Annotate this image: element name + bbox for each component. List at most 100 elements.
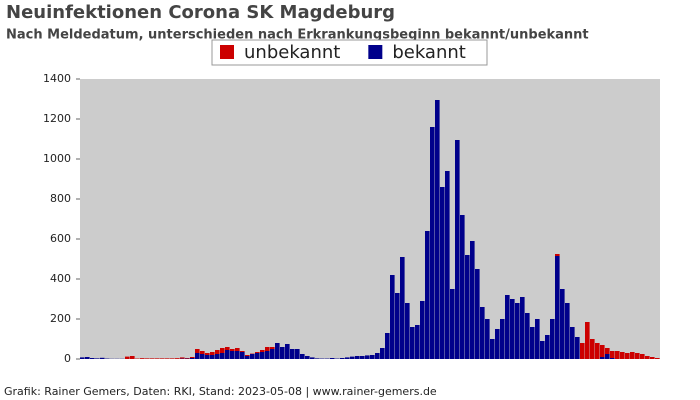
bar (630, 352, 635, 359)
bar (190, 358, 195, 359)
bar (210, 355, 215, 359)
bar (645, 356, 650, 359)
bar (360, 356, 365, 359)
bar (285, 344, 290, 359)
bar (225, 347, 230, 350)
bar (410, 327, 415, 359)
bar (635, 353, 640, 359)
bar (270, 349, 275, 359)
bar (625, 353, 630, 359)
bar (445, 171, 450, 359)
bar (595, 343, 600, 359)
y-tick-label: 800 (50, 192, 71, 205)
y-tick-label: 1400 (43, 72, 71, 85)
bar (180, 357, 185, 359)
bar (225, 350, 230, 359)
bar (570, 327, 575, 359)
bar (260, 352, 265, 359)
bar (175, 358, 180, 359)
bar (610, 358, 615, 359)
bar (420, 301, 425, 359)
bar (125, 356, 130, 359)
y-tick-label: 600 (50, 232, 71, 245)
legend-swatch (368, 45, 383, 59)
bar (615, 351, 620, 359)
bar (345, 357, 350, 359)
bar (510, 299, 515, 359)
bar (470, 241, 475, 359)
bar (190, 357, 195, 358)
bar (580, 343, 585, 359)
bar (605, 348, 610, 354)
legend-label: unbekannt (244, 42, 340, 63)
footer: Grafik: Rainer Gemers, Daten: RKI, Stand… (4, 385, 437, 398)
bar (590, 339, 595, 359)
y-tick-label: 0 (64, 352, 71, 365)
bar (100, 357, 105, 359)
legend (211, 39, 488, 66)
bar (160, 358, 165, 359)
bar (95, 358, 100, 359)
bar (330, 358, 335, 359)
bar (85, 357, 90, 359)
bar (650, 357, 655, 359)
bar (240, 351, 245, 352)
bar (255, 352, 260, 353)
bar (600, 345, 605, 357)
bar (200, 351, 205, 354)
y-tick-label: 1200 (43, 112, 71, 125)
bar (210, 352, 215, 355)
bar (350, 356, 355, 359)
bar (340, 358, 345, 359)
bar (185, 358, 190, 359)
bar (140, 358, 145, 359)
bar (195, 349, 200, 353)
bar (435, 100, 440, 359)
bar (390, 275, 395, 359)
bar (130, 356, 135, 359)
legend-label: bekannt (392, 42, 466, 63)
bar (205, 353, 210, 355)
bar (215, 354, 220, 359)
bar (400, 257, 405, 359)
bar (465, 255, 470, 359)
bar (155, 358, 160, 359)
bar (245, 355, 250, 356)
bar (550, 319, 555, 359)
bar (195, 353, 200, 359)
bar (525, 313, 530, 359)
bar (235, 348, 240, 351)
bar (555, 254, 560, 256)
plot-area (80, 79, 660, 359)
bar (405, 303, 410, 359)
bar (655, 358, 660, 359)
bar (215, 350, 220, 354)
bar (305, 356, 310, 359)
bar (415, 325, 420, 359)
bar (370, 355, 375, 359)
chart-subtitle: Nach Meldedatum, unterschieden nach Erkr… (6, 28, 589, 43)
bar (260, 350, 265, 352)
bar (575, 337, 580, 359)
bar (150, 358, 155, 359)
bar (90, 358, 95, 359)
bar (585, 322, 590, 359)
bar (145, 358, 150, 359)
bar (485, 319, 490, 359)
bar (80, 357, 85, 359)
bar (245, 356, 250, 359)
bar (315, 358, 320, 359)
bar (495, 329, 500, 359)
bar (600, 357, 605, 359)
bar (565, 303, 570, 359)
bar (365, 355, 370, 359)
bar (295, 349, 300, 359)
legend-swatch (220, 45, 234, 59)
bar (265, 347, 270, 351)
bar (500, 319, 505, 359)
bar (170, 358, 175, 359)
bar (385, 333, 390, 359)
bar (455, 140, 460, 359)
bar (545, 335, 550, 359)
chart-title: Neuinfektionen Corona SK Magdeburg (6, 2, 395, 23)
